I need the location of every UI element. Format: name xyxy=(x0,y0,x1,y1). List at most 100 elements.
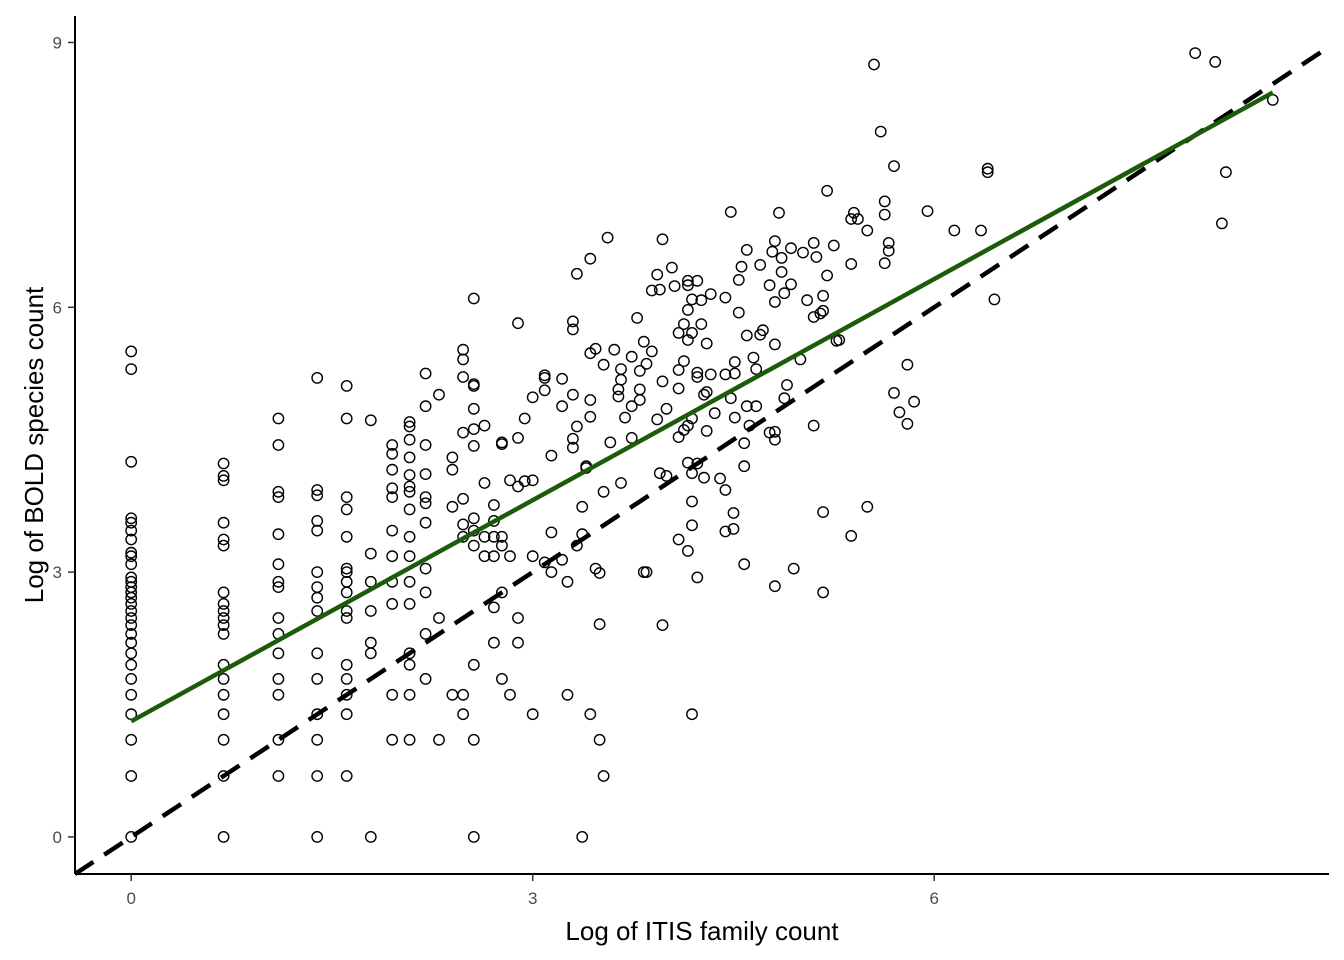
data-point xyxy=(504,474,516,487)
data-point xyxy=(340,575,353,588)
data-point xyxy=(217,770,230,782)
data-point xyxy=(833,334,846,346)
data-point xyxy=(704,288,717,300)
data-point xyxy=(571,267,583,280)
data-point xyxy=(217,708,230,721)
data-point xyxy=(556,553,568,566)
data-point xyxy=(584,252,597,265)
data-point xyxy=(495,438,508,450)
data-point xyxy=(125,586,138,599)
data-point xyxy=(217,688,230,701)
data-point xyxy=(686,495,698,508)
data-point xyxy=(419,562,432,575)
data-point xyxy=(545,526,558,539)
data-point xyxy=(217,831,230,843)
data-point xyxy=(272,528,285,541)
data-point xyxy=(672,533,685,546)
data-point xyxy=(821,184,833,197)
data-point xyxy=(695,318,708,330)
data-point xyxy=(682,545,694,557)
data-point xyxy=(311,489,324,502)
data-point xyxy=(948,224,961,237)
data-point xyxy=(797,246,809,259)
data-point xyxy=(311,524,324,537)
data-point xyxy=(545,449,558,462)
data-point xyxy=(653,283,666,296)
data-point xyxy=(272,581,285,593)
data-point xyxy=(727,523,740,535)
data-point xyxy=(852,213,864,225)
data-point xyxy=(217,457,230,470)
data-point xyxy=(817,586,829,599)
data-point xyxy=(778,287,791,300)
data-point xyxy=(125,455,138,468)
data-point xyxy=(340,688,353,701)
data-point xyxy=(763,279,776,292)
data-point xyxy=(848,206,860,219)
data-point xyxy=(682,274,694,287)
data-point xyxy=(704,368,717,381)
data-point xyxy=(364,647,377,660)
data-point xyxy=(888,386,900,399)
y-tick-label: 9 xyxy=(53,33,62,52)
data-point xyxy=(446,688,459,701)
data-point xyxy=(672,431,685,443)
data-point xyxy=(433,388,445,401)
data-point xyxy=(217,469,230,482)
data-point xyxy=(868,58,880,71)
data-point xyxy=(608,343,621,356)
data-point xyxy=(769,433,781,446)
data-point xyxy=(386,733,399,746)
data-point xyxy=(651,413,664,426)
data-point xyxy=(487,550,500,563)
data-point xyxy=(272,647,285,660)
data-point xyxy=(467,423,480,435)
data-point xyxy=(311,605,324,617)
data-point xyxy=(775,266,788,278)
data-point xyxy=(419,400,432,413)
data-point xyxy=(419,491,432,503)
data-point xyxy=(419,439,432,451)
data-point xyxy=(810,251,823,263)
data-point xyxy=(757,324,769,337)
data-point xyxy=(778,392,791,405)
data-point xyxy=(364,414,377,427)
data-point xyxy=(311,733,324,746)
data-point xyxy=(311,581,324,593)
data-point xyxy=(403,451,416,464)
data-point xyxy=(656,375,669,388)
data-point xyxy=(719,291,732,304)
data-point xyxy=(526,474,539,487)
data-point xyxy=(403,688,416,701)
data-point xyxy=(807,311,820,323)
data-point xyxy=(651,268,664,281)
x-tick-label: 0 xyxy=(126,889,135,908)
data-point xyxy=(691,274,704,287)
data-point xyxy=(633,383,646,396)
data-point xyxy=(633,364,646,377)
data-point xyxy=(672,364,685,376)
data-point xyxy=(686,519,698,532)
data-point xyxy=(878,257,891,270)
data-point xyxy=(589,342,602,355)
data-point xyxy=(272,491,285,503)
data-point xyxy=(691,366,704,379)
data-point xyxy=(478,550,491,563)
data-point xyxy=(678,318,690,330)
data-point xyxy=(740,400,753,413)
data-point xyxy=(981,162,994,175)
data-point xyxy=(700,424,713,437)
data-point xyxy=(403,530,416,543)
data-point xyxy=(125,546,138,559)
data-point xyxy=(386,463,399,476)
data-point xyxy=(787,562,800,575)
data-point xyxy=(403,485,416,498)
data-point xyxy=(403,598,416,610)
data-point xyxy=(691,571,704,584)
data-point xyxy=(457,492,469,505)
data-point xyxy=(827,239,840,252)
data-point xyxy=(125,591,138,604)
data-point xyxy=(576,831,589,843)
x-axis-title: Log of ITIS family count xyxy=(565,916,839,946)
data-point xyxy=(272,558,285,571)
